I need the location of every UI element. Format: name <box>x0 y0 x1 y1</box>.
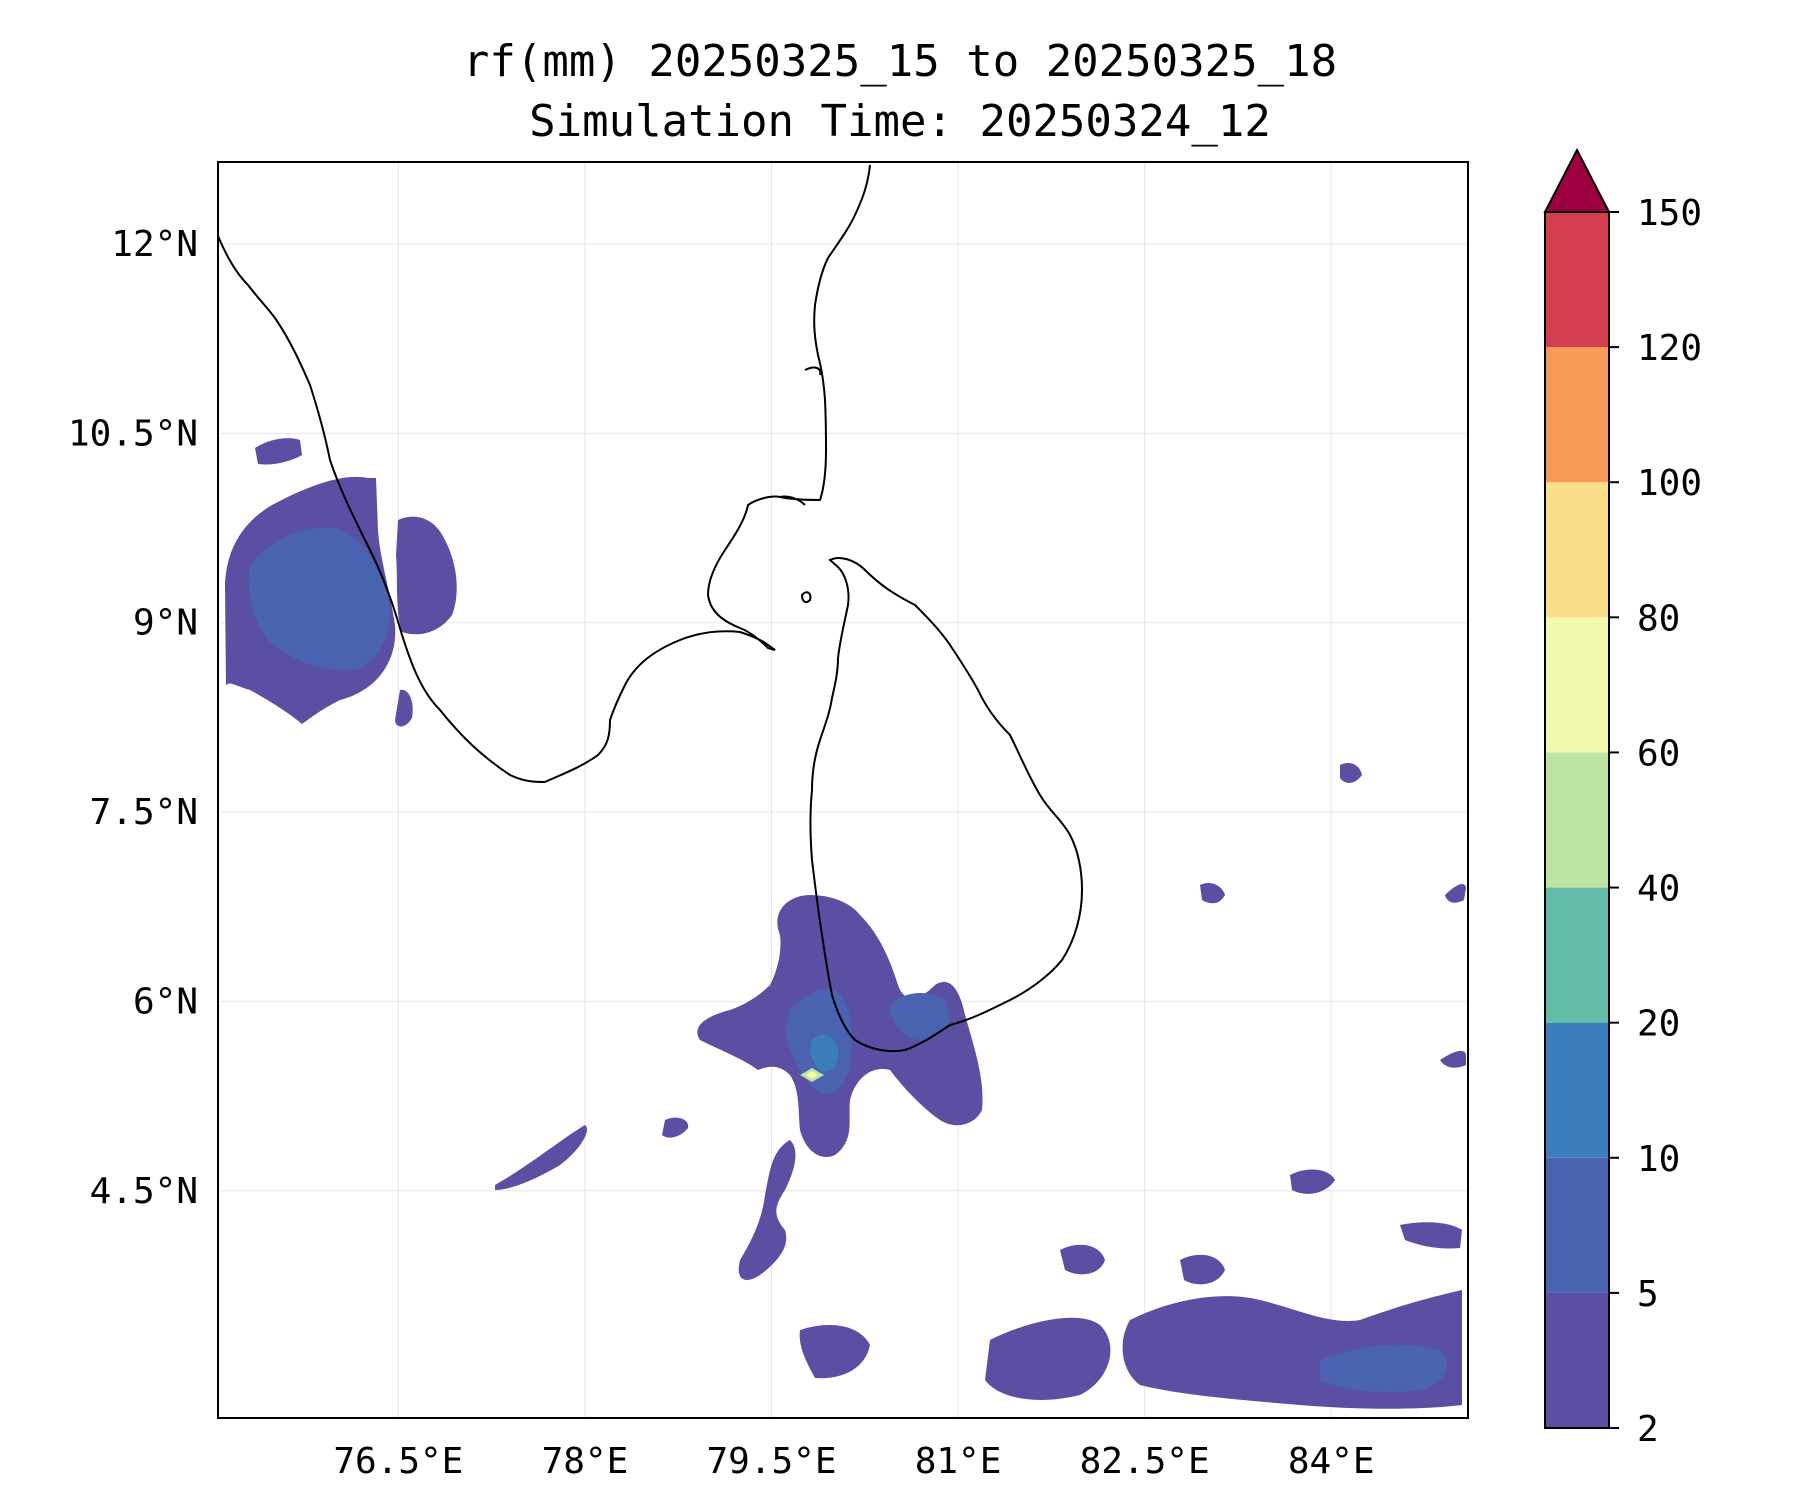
coastline-island-2 <box>779 495 806 506</box>
rain-region-east-3 <box>1340 763 1362 783</box>
rain-region-left-blob <box>662 1117 689 1138</box>
map-area <box>217 161 1469 1419</box>
colorbar-tick-label: 120 <box>1637 328 1702 369</box>
lat-tick-label: 6°N <box>133 981 198 1022</box>
map-background <box>218 162 1468 1418</box>
colorbar-segment <box>1545 887 1609 1023</box>
colorbar-tick-label: 100 <box>1637 463 1702 504</box>
rain-region-south-field-6 <box>1290 1169 1335 1194</box>
rain-region-south-field-5 <box>1180 1254 1225 1285</box>
colorbar-tick-label: 80 <box>1637 598 1680 639</box>
colorbar-segment <box>1545 1022 1609 1158</box>
lat-tick-label: 9°N <box>133 603 198 644</box>
colorbar-outline <box>1544 211 1610 1429</box>
lon-tick-label: 82.5°E <box>1080 1441 1210 1482</box>
coastline-sri-lanka <box>809 557 1084 1053</box>
rain-region-south-field-2 <box>985 1317 1111 1400</box>
rainfall-contours <box>225 438 1466 1409</box>
title-line-2: Simulation Time: 20250324_12 <box>529 96 1271 147</box>
colorbar-segment <box>1545 617 1609 753</box>
colorbar-tick-label: 5 <box>1637 1274 1659 1315</box>
rain-region-south-field <box>799 1325 870 1379</box>
coastline-india-east <box>544 164 871 783</box>
lat-tick-label: 10.5°N <box>68 413 198 454</box>
axis-ticks: 76.5°E 78°E 79.5°E 81°E 82.5°E 84°E 12°N 10.5°N… <box>68 224 1375 1482</box>
rain-region-east-2 <box>1200 883 1225 904</box>
lat-tick-label: 12°N <box>111 224 198 265</box>
rain-region-west-band <box>495 1125 588 1190</box>
map-frame <box>217 161 1469 1419</box>
coastline-island-3 <box>804 366 822 376</box>
colorbar-segment <box>1545 347 1609 483</box>
colorbar-segment <box>1545 752 1609 888</box>
lon-tick-label: 84°E <box>1288 1441 1375 1482</box>
rain-region-south-field-4 <box>1060 1244 1105 1275</box>
rain-region-kerala-east <box>396 516 457 635</box>
rain-region-srilanka-tail <box>738 1140 796 1280</box>
colorbar-tick-label: 20 <box>1637 1004 1680 1045</box>
lon-tick-label: 76.5°E <box>333 1441 463 1482</box>
lon-tick-label: 78°E <box>542 1441 629 1482</box>
rain-region-peak <box>805 1071 819 1079</box>
rain-region-srilanka-east <box>889 993 950 1040</box>
rain-region-south-field-3b <box>1320 1344 1448 1392</box>
colorbar-segment <box>1545 1292 1609 1428</box>
rain-region-small-1 <box>395 689 413 727</box>
colorbar-tick-label: 150 <box>1637 193 1702 234</box>
title-line-1: rf(mm) 20250325_15 to 20250325_18 <box>462 36 1338 87</box>
lon-tick-label: 81°E <box>915 1441 1002 1482</box>
coastline <box>217 164 1084 1053</box>
colorbar-tick-label: 40 <box>1637 869 1680 910</box>
lat-tick-label: 7.5°N <box>90 792 198 833</box>
lat-tick-label: 4.5°N <box>90 1171 198 1212</box>
rain-region-srilanka-20 <box>810 1034 839 1072</box>
colorbar-tick-label: 10 <box>1637 1139 1680 1180</box>
rain-region-east-1 <box>1440 1050 1466 1068</box>
colorbar: 2 5 10 20 40 60 80 100 120 150 <box>1543 147 1702 1450</box>
rain-region-east-4 <box>1445 884 1466 903</box>
colorbar-extend-arrow <box>1543 147 1611 213</box>
colorbar-segment <box>1545 212 1609 348</box>
rain-region-kerala-inner <box>248 527 390 671</box>
coastline-island-1 <box>800 591 812 604</box>
colorbar-segment <box>1545 482 1609 618</box>
rain-region-north-1 <box>255 438 302 465</box>
rain-region-south-field-7 <box>1400 1222 1462 1249</box>
coastline-india-west <box>217 235 546 783</box>
colorbar-tick-label: 2 <box>1637 1409 1659 1450</box>
colorbar-segment <box>1545 1157 1609 1293</box>
colorbar-tick-label: 60 <box>1637 733 1680 774</box>
lon-tick-label: 79.5°E <box>706 1441 836 1482</box>
